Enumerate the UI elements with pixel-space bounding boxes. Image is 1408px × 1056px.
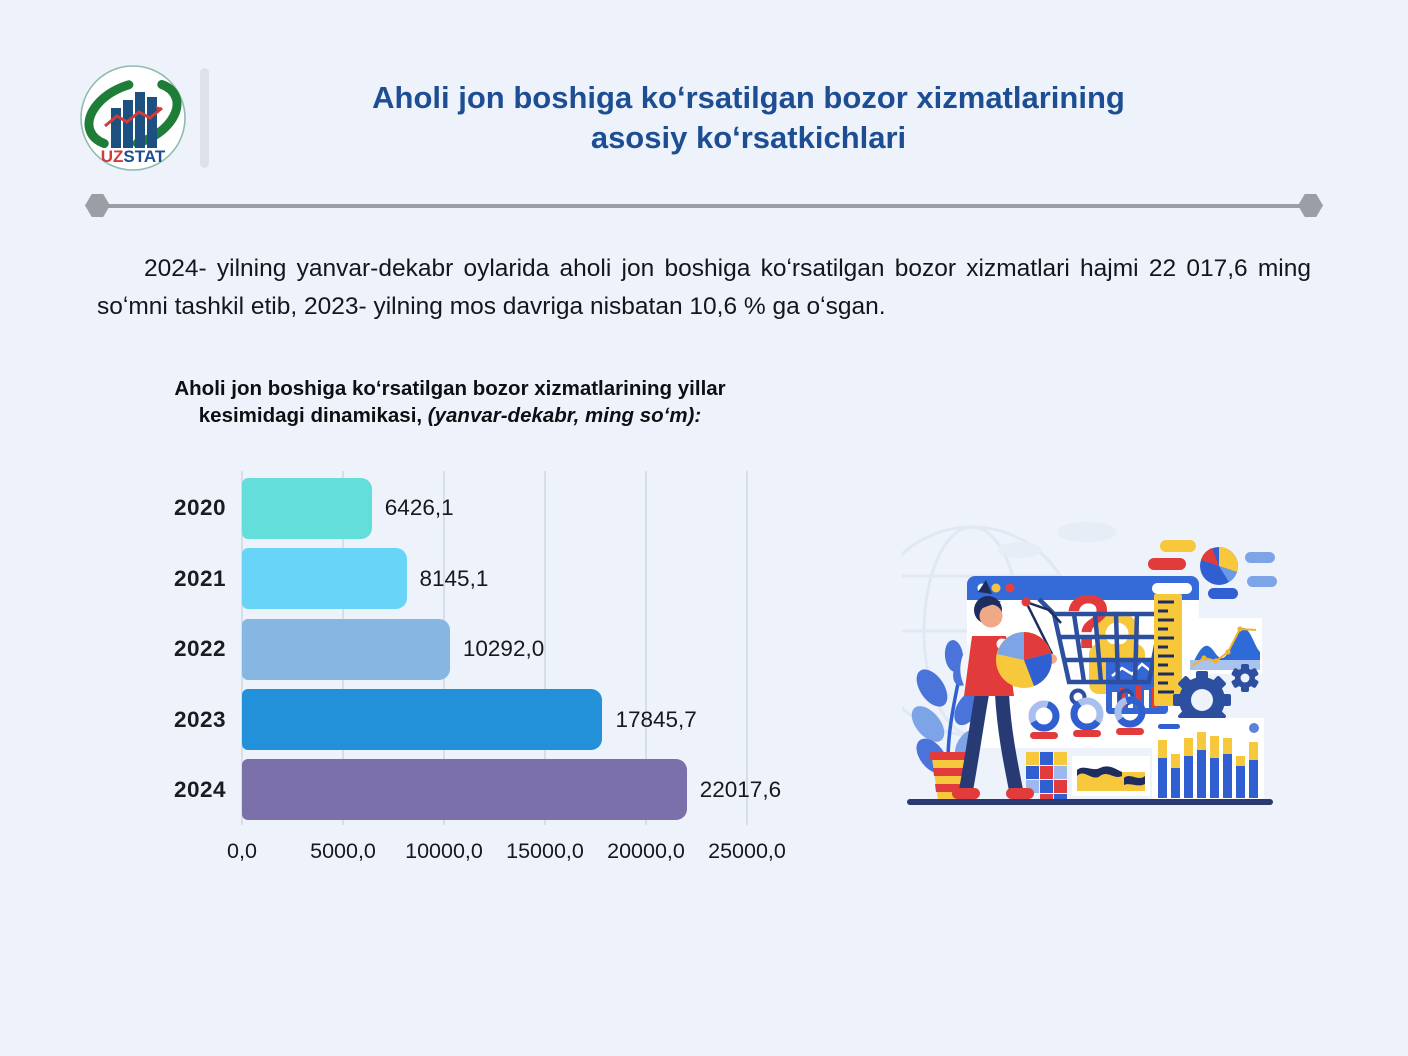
cloud-icon — [1057, 521, 1117, 542]
shoe-icon — [952, 787, 980, 799]
pie-chart-icon — [1200, 546, 1238, 585]
grid-line — [645, 471, 647, 826]
address-bar-icon — [1152, 582, 1192, 594]
bar-chart: Aholi jon boshiga koʻrsatilgan bozor xiz… — [100, 362, 820, 871]
logo-trend-arrow — [155, 105, 162, 114]
plot-area: 2020 6426,1 2021 8145,1 2022 10292,0 2023 17845… — [174, 471, 781, 826]
logo-divider — [200, 68, 209, 168]
uzstat-logo-icon: UZSTAT — [80, 65, 186, 171]
bar-row: 2021 8145,1 — [174, 544, 747, 614]
bar-2022 — [242, 618, 450, 680]
value-label: 17845,7 — [615, 706, 697, 732]
bar-2023 — [242, 689, 603, 751]
x-tick-label: 20000,0 — [607, 839, 685, 864]
cloud-icon — [998, 541, 1042, 558]
logo-bars — [111, 92, 157, 148]
page-title: Aholi jon boshiga koʻrsatilgan bozor xiz… — [209, 78, 1298, 159]
gear-icon — [1173, 663, 1259, 729]
logo-text: UZSTAT — [101, 147, 166, 166]
chart-title-line2: kesimidagi dinamikasi, — [198, 403, 428, 427]
value-label: 22017,6 — [699, 776, 782, 802]
year-label: 2021 — [173, 565, 226, 591]
x-tick-label: 5000,0 — [310, 839, 376, 864]
page-title-line2: asosiy koʻrsatkichlari — [590, 120, 907, 155]
x-tick-label: 25000,0 — [708, 839, 786, 864]
wave-chart-card — [1072, 755, 1150, 796]
pointer-dot-icon — [1021, 597, 1031, 607]
logo-trend-line — [104, 106, 163, 128]
grid-line — [544, 471, 546, 826]
illustration-graphic: ? — [866, 521, 1277, 805]
bar-2020 — [242, 477, 372, 539]
bar-chart-card — [1152, 717, 1264, 800]
uzstat-logo: UZSTAT — [78, 62, 188, 174]
bar-row: 2020 6426,1 — [174, 473, 747, 543]
question-mark-icon: ? — [1065, 580, 1111, 665]
value-label: 6426,1 — [384, 495, 454, 521]
bar-2024 — [242, 759, 687, 821]
x-tick-label: 0,0 — [227, 839, 257, 864]
donut-gauges — [1028, 696, 1146, 732]
page-title-line1: Aholi jon boshiga koʻrsatilgan bozor xiz… — [372, 79, 1125, 115]
divider-endpoint-right-icon — [1298, 194, 1323, 217]
market-analysis-illustration: ? — [866, 506, 1282, 811]
year-label: 2020 — [173, 495, 226, 521]
year-label: 2022 — [173, 636, 226, 662]
decor-stat-bars — [1148, 539, 1277, 599]
bar-row: 2024 22017,6 — [174, 755, 781, 825]
bar-2021 — [242, 548, 407, 610]
window-dot-icon — [1005, 583, 1015, 593]
x-tick-label: 15000,0 — [506, 839, 584, 864]
pie-chart-large-icon — [996, 631, 1052, 688]
year-label: 2023 — [173, 706, 226, 732]
area-chart-card — [1186, 617, 1262, 674]
chart-title-line1: Aholi jon boshiga koʻrsatilgan bozor xiz… — [174, 376, 726, 400]
ruler-icon — [1154, 593, 1182, 706]
shoe-icon — [1006, 787, 1034, 799]
value-label: 8145,1 — [419, 565, 489, 591]
summary-paragraph: 2024- yilning yanvar-dekabr oylarida aho… — [97, 255, 1311, 320]
red-dash-markers — [1030, 727, 1144, 739]
x-axis: 0,0 5000,0 10000,0 15000,0 20000,0 25000,0 — [227, 839, 786, 871]
section-divider — [85, 194, 1323, 217]
year-label: 2024 — [173, 776, 226, 802]
bar-row: 2023 17845,7 — [174, 684, 747, 754]
header: UZSTAT Aholi jon boshiga koʻrsatilgan bo… — [0, 0, 1408, 174]
main-content: Aholi jon boshiga koʻrsatilgan bozor xiz… — [0, 362, 1408, 871]
divider-endpoint-left-icon — [85, 194, 110, 217]
face — [979, 604, 1003, 628]
window-dot-icon — [991, 583, 1001, 593]
grid-line — [746, 471, 748, 826]
value-label: 10292,0 — [462, 636, 545, 662]
x-tick-label: 10000,0 — [405, 839, 483, 864]
chart-title-note: (yanvar-dekabr, ming soʻm): — [427, 403, 702, 427]
bar-row: 2022 10292,0 — [174, 614, 747, 684]
chart-title: Aholi jon boshiga koʻrsatilgan bozor xiz… — [100, 376, 800, 429]
